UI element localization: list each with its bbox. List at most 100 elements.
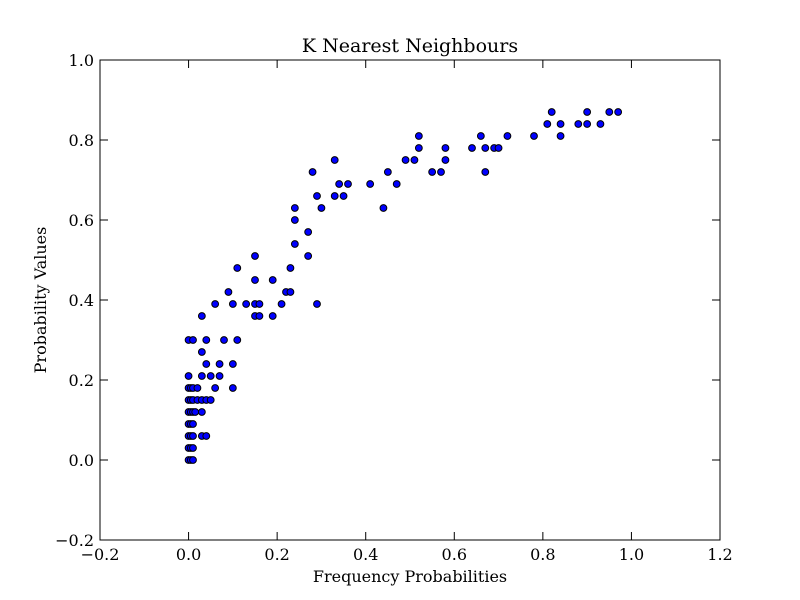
data-point bbox=[286, 288, 295, 296]
data-point bbox=[468, 144, 476, 152]
data-point bbox=[339, 192, 348, 200]
data-point bbox=[428, 168, 437, 176]
data-point bbox=[330, 156, 339, 164]
axis-ticks bbox=[99, 59, 721, 541]
data-point bbox=[614, 108, 623, 116]
data-point bbox=[441, 144, 450, 152]
data-point bbox=[437, 168, 445, 176]
data-point bbox=[290, 240, 299, 248]
data-point bbox=[189, 444, 197, 452]
x-tick-label: 0.0 bbox=[176, 545, 201, 564]
data-point bbox=[220, 336, 228, 344]
y-axis-label: Probability Values bbox=[31, 227, 50, 374]
data-point bbox=[242, 300, 251, 308]
data-point bbox=[344, 180, 352, 188]
plot-area-frame bbox=[99, 59, 721, 541]
data-point bbox=[268, 276, 277, 284]
data-point bbox=[189, 432, 197, 440]
data-point bbox=[530, 132, 538, 140]
data-point bbox=[481, 144, 490, 152]
data-point bbox=[228, 360, 237, 368]
data-point bbox=[189, 456, 197, 464]
x-tick-label: 0.4 bbox=[353, 545, 378, 564]
data-point bbox=[596, 120, 605, 128]
x-tick-label: 0.8 bbox=[530, 545, 555, 564]
data-point bbox=[304, 252, 313, 260]
x-tick-label: −0.2 bbox=[81, 545, 120, 564]
data-point bbox=[547, 108, 556, 116]
data-point bbox=[414, 144, 423, 152]
data-point bbox=[202, 432, 211, 440]
data-point bbox=[290, 216, 299, 224]
data-point bbox=[224, 288, 233, 296]
y-tick-label: 1.0 bbox=[69, 51, 94, 70]
data-point bbox=[304, 228, 313, 236]
data-point bbox=[476, 132, 485, 140]
data-point bbox=[228, 384, 237, 392]
data-point bbox=[392, 180, 401, 188]
data-point bbox=[481, 168, 490, 176]
data-point bbox=[189, 420, 197, 428]
data-point bbox=[189, 336, 197, 344]
y-tick-label: 0.0 bbox=[69, 451, 94, 470]
data-point bbox=[583, 120, 592, 128]
data-point bbox=[556, 120, 565, 128]
x-axis-label: Frequency Probabilities bbox=[313, 567, 507, 586]
data-point bbox=[317, 204, 326, 212]
data-point bbox=[503, 132, 512, 140]
data-point bbox=[366, 180, 375, 188]
data-point bbox=[330, 192, 339, 200]
data-point bbox=[605, 108, 614, 116]
x-tick-label: 0.6 bbox=[442, 545, 467, 564]
data-point bbox=[401, 156, 410, 164]
data-point bbox=[228, 300, 237, 308]
chart-title: K Nearest Neighbours bbox=[302, 35, 518, 57]
data-point bbox=[206, 396, 215, 404]
data-point bbox=[494, 144, 503, 152]
data-point bbox=[251, 276, 259, 284]
data-point bbox=[184, 372, 193, 380]
data-points bbox=[184, 108, 623, 464]
y-tick-label: 0.8 bbox=[69, 131, 94, 150]
tick-labels: −0.2 0.0 0.2 0.4 0.6 0.8 1.0 1.2 −0.2 0.0 0.2 0.4 0.… bbox=[55, 51, 733, 564]
data-point bbox=[441, 156, 450, 164]
data-point bbox=[197, 348, 206, 356]
y-tick-label: 0.6 bbox=[69, 211, 94, 230]
data-point bbox=[286, 264, 295, 272]
data-point bbox=[255, 300, 264, 308]
data-point bbox=[197, 372, 206, 380]
data-point bbox=[202, 336, 211, 344]
data-point bbox=[233, 336, 242, 344]
data-point bbox=[410, 156, 419, 164]
data-point bbox=[290, 204, 299, 212]
data-point bbox=[313, 300, 321, 308]
data-point bbox=[211, 384, 220, 392]
data-point bbox=[215, 372, 224, 380]
y-tick-label: −0.2 bbox=[55, 531, 94, 550]
data-point bbox=[313, 192, 321, 200]
data-point bbox=[197, 408, 206, 416]
data-point bbox=[197, 312, 206, 320]
data-point bbox=[268, 312, 277, 320]
data-point bbox=[202, 360, 211, 368]
data-point bbox=[379, 204, 388, 212]
data-point bbox=[556, 132, 565, 140]
data-point bbox=[255, 312, 264, 320]
data-point bbox=[277, 300, 286, 308]
x-tick-label: 1.0 bbox=[619, 545, 644, 564]
y-tick-label: 0.4 bbox=[69, 291, 94, 310]
data-point bbox=[414, 132, 423, 140]
y-tick-label: 0.2 bbox=[69, 371, 94, 390]
data-point bbox=[193, 384, 202, 392]
data-point bbox=[583, 108, 592, 116]
data-point bbox=[211, 300, 220, 308]
data-point bbox=[233, 264, 242, 272]
data-point bbox=[206, 372, 215, 380]
data-point bbox=[308, 168, 317, 176]
data-point bbox=[191, 408, 200, 416]
x-tick-label: 1.2 bbox=[707, 545, 732, 564]
data-point bbox=[383, 168, 392, 176]
data-point bbox=[251, 252, 259, 260]
